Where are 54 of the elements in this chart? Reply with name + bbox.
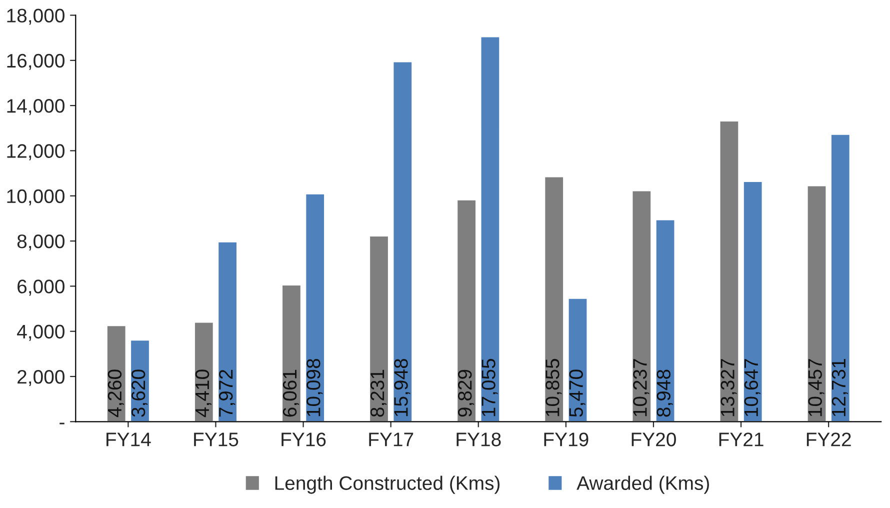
y-tick-label: 2,000 bbox=[18, 370, 64, 386]
data-label: 7,972 bbox=[219, 370, 236, 417]
bar bbox=[718, 120, 740, 422]
x-tick-label: FY21 bbox=[719, 432, 764, 446]
data-label: 8,231 bbox=[370, 370, 387, 417]
y-tick-label: 14,000 bbox=[7, 99, 64, 116]
data-label: 10,647 bbox=[744, 359, 760, 416]
bar bbox=[631, 190, 652, 422]
bar bbox=[830, 134, 851, 422]
x-tick-label: FY19 bbox=[544, 432, 588, 446]
x-tick-label: FY15 bbox=[194, 432, 238, 446]
data-label: 8,948 bbox=[656, 370, 673, 417]
data-label: 10,237 bbox=[633, 359, 650, 416]
bar bbox=[392, 60, 413, 422]
data-label: 10,098 bbox=[306, 358, 323, 416]
data-label: 13,327 bbox=[720, 359, 737, 416]
bar bbox=[806, 184, 828, 422]
data-label: 5,470 bbox=[569, 370, 586, 417]
y-tick-label: 12,000 bbox=[7, 144, 64, 160]
legend-label: Length Constructed (Kms) bbox=[275, 476, 500, 494]
y-tick-label: 8,000 bbox=[17, 234, 64, 251]
data-label: 10,855 bbox=[546, 358, 562, 416]
x-tick-label: FY20 bbox=[632, 432, 676, 446]
bar bbox=[368, 235, 390, 422]
data-label: 9,829 bbox=[458, 370, 474, 417]
data-label: 17,055 bbox=[482, 358, 498, 416]
bar bbox=[281, 284, 302, 422]
data-label: 6,061 bbox=[282, 370, 299, 417]
data-label: 4,260 bbox=[108, 370, 124, 418]
x-tick-label: FY14 bbox=[106, 432, 151, 446]
y-tick-label: 4,000 bbox=[17, 324, 64, 341]
bar bbox=[742, 180, 764, 422]
y-tick-label: 16,000 bbox=[7, 54, 64, 70]
y-tick-label: 18,000 bbox=[7, 8, 64, 25]
data-label: 10,457 bbox=[808, 359, 824, 416]
data-label: 3,620 bbox=[131, 370, 148, 417]
bar bbox=[480, 36, 501, 422]
data-label: 4,410 bbox=[195, 370, 212, 418]
bar bbox=[304, 192, 326, 422]
bar bbox=[217, 240, 238, 422]
x-tick-label: FY18 bbox=[456, 432, 501, 446]
bar bbox=[544, 176, 564, 422]
x-tick-label: FY16 bbox=[282, 432, 326, 446]
legend-label: Awarded (Kms) bbox=[576, 476, 709, 494]
bar bbox=[567, 297, 588, 422]
bar bbox=[456, 199, 477, 422]
x-tick-label: FY22 bbox=[806, 432, 851, 446]
x-tick-label: FY17 bbox=[369, 432, 414, 446]
y-tick-label: 6,000 bbox=[18, 280, 64, 296]
bar bbox=[654, 218, 676, 422]
data-label: 12,731 bbox=[832, 359, 848, 416]
data-label: 15,948 bbox=[394, 358, 410, 416]
y-tick-label: - bbox=[60, 422, 64, 424]
y-tick-label: 10,000 bbox=[7, 189, 64, 206]
